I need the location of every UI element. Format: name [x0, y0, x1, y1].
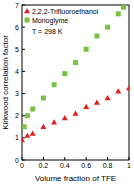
point	[24, 133, 30, 138]
x-tick-label: 0	[20, 162, 24, 169]
point	[84, 47, 89, 52]
x-tick	[129, 157, 130, 160]
x-tick	[43, 157, 44, 160]
x-tick-label: 0.2	[39, 162, 49, 169]
y-tick	[22, 115, 25, 116]
point	[22, 137, 25, 142]
point	[62, 115, 68, 120]
point	[94, 34, 99, 39]
x-tick	[86, 157, 87, 160]
y-tick	[22, 5, 25, 6]
legend-label: Monoglyme	[32, 17, 68, 25]
point	[116, 11, 121, 16]
point	[115, 88, 121, 93]
point	[41, 96, 46, 101]
x-axis-label: Volume fraction of TFE	[35, 174, 116, 183]
x-tick-label: 0.6	[81, 162, 91, 169]
point	[73, 60, 78, 65]
x-tick	[107, 157, 108, 160]
point	[126, 85, 129, 90]
y-tick-label: 3	[15, 90, 19, 97]
point	[105, 95, 111, 100]
x-tick-label: 0.8	[103, 162, 113, 169]
point	[94, 99, 100, 104]
x-tick-label: 0.4	[60, 162, 70, 169]
point	[52, 82, 57, 87]
x-tick	[64, 157, 65, 160]
y-tick	[22, 160, 25, 161]
x-tick-label: 1	[127, 162, 131, 169]
y-tick-label: 6	[15, 24, 19, 31]
point	[30, 130, 36, 135]
plot-frame	[22, 5, 129, 160]
y-tick-label: 5	[15, 46, 19, 53]
point	[62, 71, 67, 76]
y-tick	[22, 27, 25, 28]
point	[40, 124, 46, 129]
point	[22, 124, 27, 129]
y-tick	[22, 93, 25, 94]
y-tick-label: 1	[15, 134, 19, 141]
point	[121, 5, 126, 10]
point	[83, 104, 89, 109]
y-tick	[22, 49, 25, 50]
y-tick	[22, 71, 25, 72]
point	[25, 113, 30, 118]
y-tick-label: 7	[15, 2, 19, 9]
legend-label: 2,2,2-Trifluoroethanol	[32, 8, 99, 15]
y-tick-label: 4	[15, 68, 19, 75]
y-tick-label: 0	[15, 157, 19, 164]
point	[105, 25, 110, 30]
y-axis-label: Kirkwood correlation factor	[1, 35, 10, 130]
y-tick-label: 2	[15, 112, 19, 119]
legend-marker	[25, 18, 30, 23]
point	[51, 119, 57, 124]
annotation: T = 298 K	[32, 28, 63, 35]
point	[73, 111, 79, 116]
chart: 0 0.2 0.4 0.6 0.8 1 0 1 2 3 4 5 6 7 Volume fraction of…	[0, 0, 134, 189]
legend-marker	[24, 8, 30, 13]
data-points	[22, 5, 129, 142]
point	[30, 107, 35, 112]
